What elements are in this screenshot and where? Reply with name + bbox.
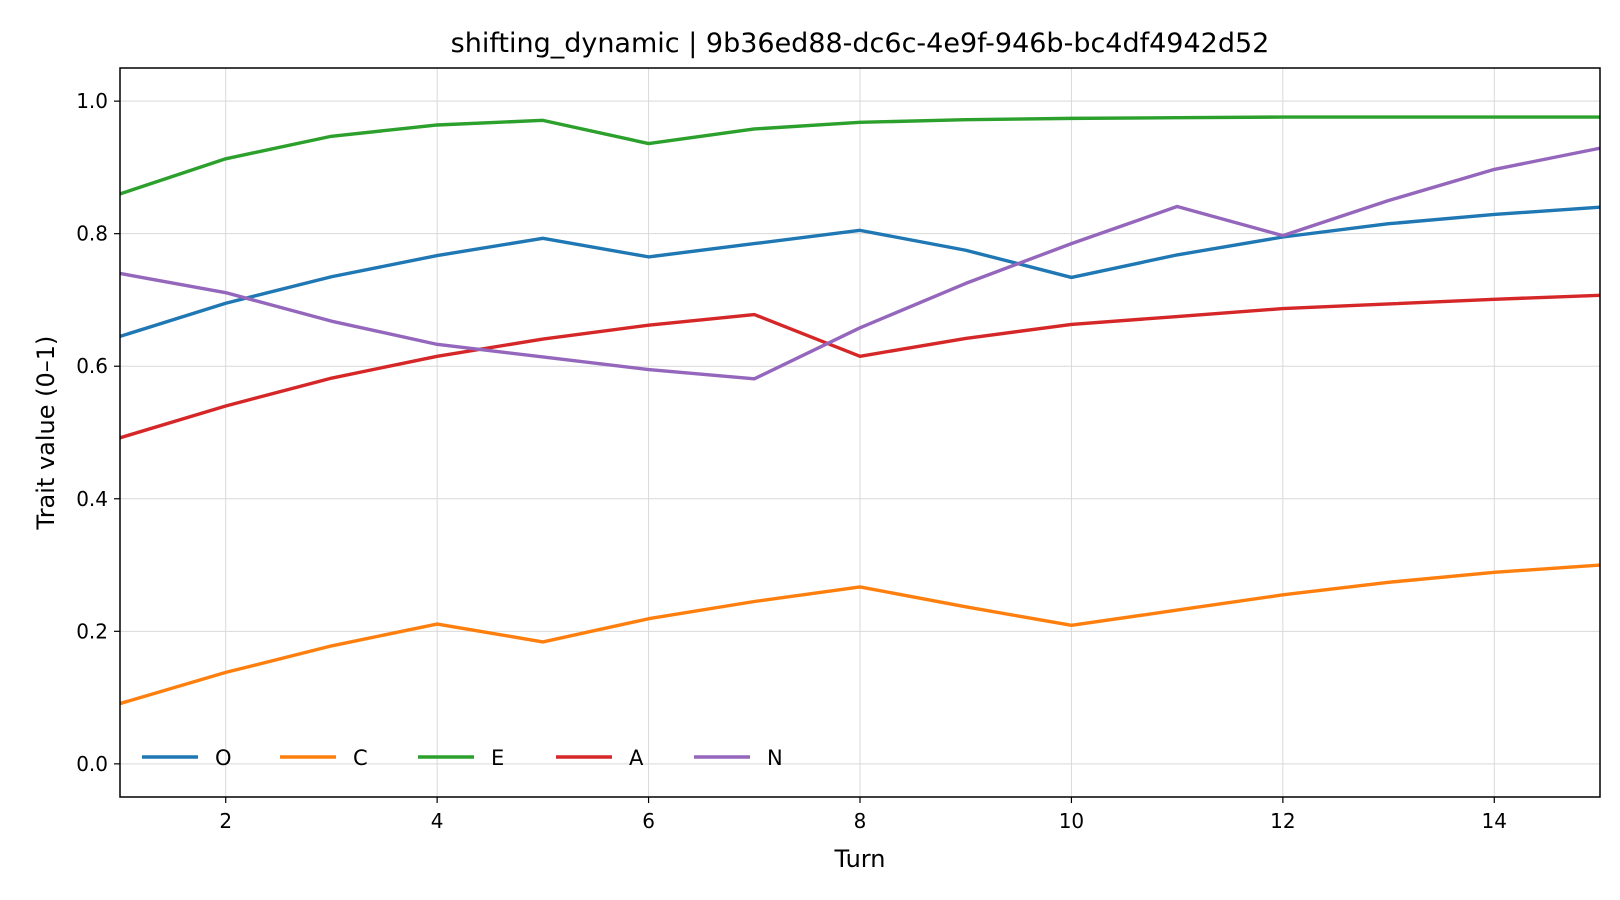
axis-ticks: 2 4 6 8 10 12 14 0.0 0.2 0.4 0.6 0.8 1.0 (76, 89, 1507, 833)
series-line-o (120, 205, 1600, 339)
legend-item-e: E (418, 746, 504, 770)
legend-label: O (215, 746, 232, 770)
legend-item-c: C (280, 746, 368, 770)
legend-item-n: N (694, 746, 783, 770)
grid (120, 68, 1600, 797)
y-tick-label: 0.4 (76, 487, 108, 511)
y-tick-label: 0.0 (76, 752, 108, 776)
y-axis-label: Trait value (0–1) (32, 336, 60, 531)
series-line-n (120, 146, 1600, 381)
series-lines (120, 115, 1600, 706)
legend-item-a: A (556, 746, 644, 770)
x-tick-label: 10 (1059, 809, 1084, 833)
legend-label: A (629, 746, 644, 770)
legend-label: E (491, 746, 504, 770)
legend-label: C (353, 746, 368, 770)
x-tick-label: 14 (1482, 809, 1507, 833)
legend-label: N (767, 746, 783, 770)
series-line-c (120, 563, 1600, 706)
x-tick-label: 8 (854, 809, 867, 833)
x-tick-label: 12 (1270, 809, 1295, 833)
x-axis-label: Turn (834, 845, 886, 873)
chart-title: shifting_dynamic | 9b36ed88-dc6c-4e9f-94… (451, 28, 1270, 59)
legend-item-o: O (142, 746, 232, 770)
x-tick-label: 6 (642, 809, 655, 833)
y-tick-label: 1.0 (76, 89, 108, 113)
series-line-a (120, 293, 1600, 440)
y-tick-label: 0.2 (76, 619, 108, 643)
series-line-e (120, 115, 1600, 196)
x-tick-label: 2 (219, 809, 232, 833)
x-tick-label: 4 (431, 809, 444, 833)
y-tick-label: 0.6 (76, 354, 108, 378)
y-tick-label: 0.8 (76, 222, 108, 246)
